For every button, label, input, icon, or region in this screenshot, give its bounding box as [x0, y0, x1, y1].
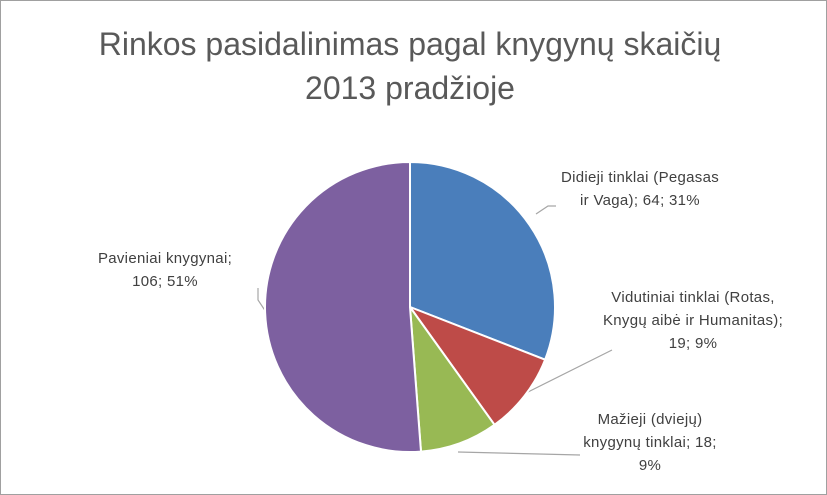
chart-title: Rinkos pasidalinimas pagal knygynų skaič… [98, 26, 722, 106]
leader-line [457, 451, 581, 456]
leader-line [535, 205, 556, 215]
data-label: Vidutiniai tinklai (Rotas, Knygų aibė ir… [602, 289, 784, 352]
leader-line [257, 288, 267, 313]
data-label: Mažieji (dviejų) knygynų tinklai; 18; 9% [583, 411, 717, 474]
leader-line [517, 349, 613, 398]
pie-slice [264, 160, 423, 453]
pie-slice [409, 160, 556, 361]
pie-slice [407, 304, 547, 427]
leader-lines [257, 205, 613, 456]
data-label: Pavieniai knygynai; 106; 51% [97, 250, 233, 290]
data-label: Didieji tinklai (Pegasas ir Vaga); 64; 3… [560, 169, 720, 209]
pie [264, 160, 556, 453]
